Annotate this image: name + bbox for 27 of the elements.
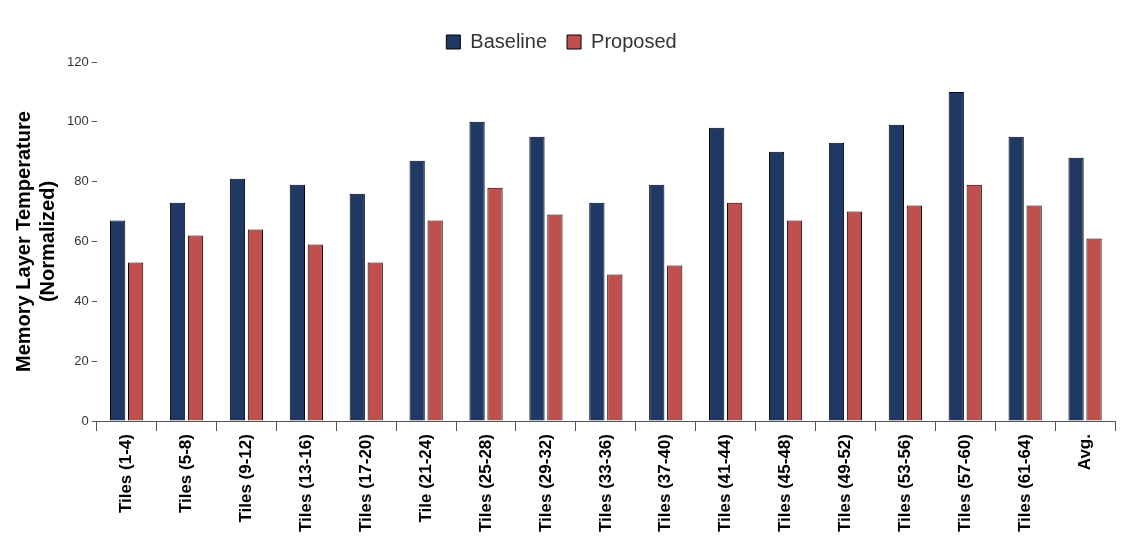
x-tick-label: Tiles (9-12) [236, 434, 256, 523]
legend-label: Baseline [470, 29, 548, 52]
x-tick-label: Tiles (5-8) [176, 434, 196, 514]
y-axis-title: Memory Layer Temperature (Normalized) [11, 111, 58, 372]
x-tick-label: Tiles (13-16) [296, 434, 316, 533]
y-tick-label: 20 [74, 352, 89, 368]
y-tick-label: 100 [66, 113, 89, 129]
x-tick-label: Tiles (53-56) [895, 434, 915, 533]
y-tick-label: 120 [66, 53, 89, 69]
y-tick-label: 0 [81, 412, 89, 428]
x-tick-label: Tiles (17-20) [355, 434, 375, 533]
x-tick-label: Tiles (25-28) [475, 434, 495, 533]
x-tick-label: Tiles (57-60) [954, 434, 974, 533]
x-tick-label: Tiles (29-32) [535, 434, 555, 533]
legend-label: Proposed [591, 29, 677, 52]
x-tick-label: Tiles (37-40) [655, 434, 675, 533]
y-tick-label: 80 [74, 173, 89, 189]
y-tick-label: 40 [74, 292, 89, 308]
x-tick-label: Avg. [1074, 434, 1094, 471]
x-tick-label: Tile (21-24) [415, 434, 435, 523]
x-tick-label: Tiles (61-64) [1014, 434, 1034, 533]
x-tick-label: Tiles (49-52) [835, 434, 855, 533]
y-tick-label: 60 [74, 233, 89, 249]
x-tick-label: Tiles (41-44) [715, 434, 735, 533]
x-tick-label: Tiles (33-36) [595, 434, 615, 533]
x-tick-label: Tiles (45-48) [775, 434, 795, 533]
x-tick-label: Tiles (1-4) [116, 434, 136, 514]
